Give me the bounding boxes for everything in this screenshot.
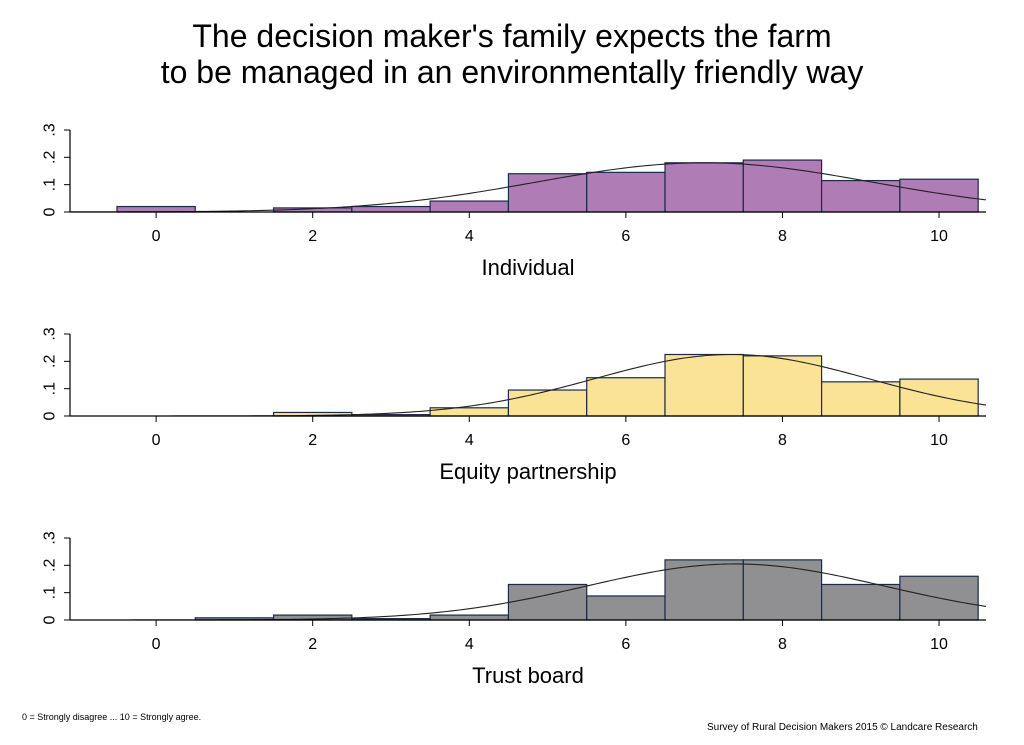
x-tick-label: 10 bbox=[930, 636, 948, 653]
x-tick-label: 0 bbox=[152, 228, 161, 245]
x-tick-label: 2 bbox=[308, 636, 317, 653]
x-tick-label: 6 bbox=[621, 228, 630, 245]
x-tick-label: 4 bbox=[465, 432, 474, 449]
scale-footnote: 0 = Strongly disagree ... 10 = Strongly … bbox=[22, 712, 201, 722]
x-tick-label: 4 bbox=[465, 228, 474, 245]
histogram-bar bbox=[900, 179, 978, 212]
histogram-bar bbox=[822, 382, 900, 416]
x-tick-label: 8 bbox=[778, 432, 787, 449]
histogram-bar bbox=[352, 207, 430, 212]
y-tick-label: .1 bbox=[42, 586, 59, 599]
histogram-bar bbox=[665, 163, 743, 212]
histogram-bar bbox=[900, 379, 978, 416]
y-tick-label: .1 bbox=[42, 178, 59, 191]
x-tick-label: 10 bbox=[930, 432, 948, 449]
histogram-bar bbox=[587, 172, 665, 212]
y-tick-label: .2 bbox=[42, 559, 59, 572]
histogram-bar bbox=[665, 560, 743, 620]
histogram-panel-2: 0 .1 .2 .3 0 2 4 6 8 10 Equity partnership bbox=[42, 327, 987, 484]
y-tick-label: .1 bbox=[42, 382, 59, 395]
histogram-bar bbox=[430, 615, 508, 620]
y-tick-label: 0 bbox=[42, 207, 59, 216]
histogram-bar bbox=[743, 356, 821, 416]
x-tick-label: 2 bbox=[308, 432, 317, 449]
x-tick-label: 10 bbox=[930, 228, 948, 245]
y-tick-label: .3 bbox=[42, 327, 59, 340]
histogram-panel-3: 0 .1 .2 .3 0 2 4 6 8 10 Trust board bbox=[42, 531, 987, 688]
x-tick-label: 8 bbox=[778, 636, 787, 653]
histogram-bar bbox=[430, 201, 508, 212]
x-tick-label: 8 bbox=[778, 228, 787, 245]
y-tick-label: .3 bbox=[42, 531, 59, 544]
histogram-panel-1: 0 .1 .2 .3 0 2 4 6 8 10 Individual bbox=[42, 123, 987, 280]
histogram-bar bbox=[665, 355, 743, 417]
x-tick-label: 0 bbox=[152, 636, 161, 653]
x-axis-label: Individual bbox=[482, 255, 575, 280]
histogram-bar bbox=[508, 390, 586, 416]
histogram-bar bbox=[587, 378, 665, 416]
y-tick-label: .2 bbox=[42, 355, 59, 368]
histogram-bar bbox=[508, 584, 586, 620]
y-tick-label: 0 bbox=[42, 411, 59, 420]
histogram-bar bbox=[587, 596, 665, 620]
x-axis-label: Equity partnership bbox=[439, 459, 616, 484]
x-axis-label: Trust board bbox=[472, 663, 584, 688]
histogram-bar bbox=[743, 560, 821, 620]
y-tick-label: .3 bbox=[42, 123, 59, 136]
x-tick-label: 4 bbox=[465, 636, 474, 653]
histogram-bar bbox=[822, 584, 900, 620]
x-tick-label: 0 bbox=[152, 432, 161, 449]
y-tick-label: .2 bbox=[42, 151, 59, 164]
source-credit: Survey of Rural Decision Makers 2015 © L… bbox=[707, 722, 978, 733]
x-tick-label: 6 bbox=[621, 636, 630, 653]
x-tick-label: 2 bbox=[308, 228, 317, 245]
y-tick-label: 0 bbox=[42, 615, 59, 624]
histogram-bar bbox=[508, 174, 586, 212]
x-tick-label: 6 bbox=[621, 432, 630, 449]
